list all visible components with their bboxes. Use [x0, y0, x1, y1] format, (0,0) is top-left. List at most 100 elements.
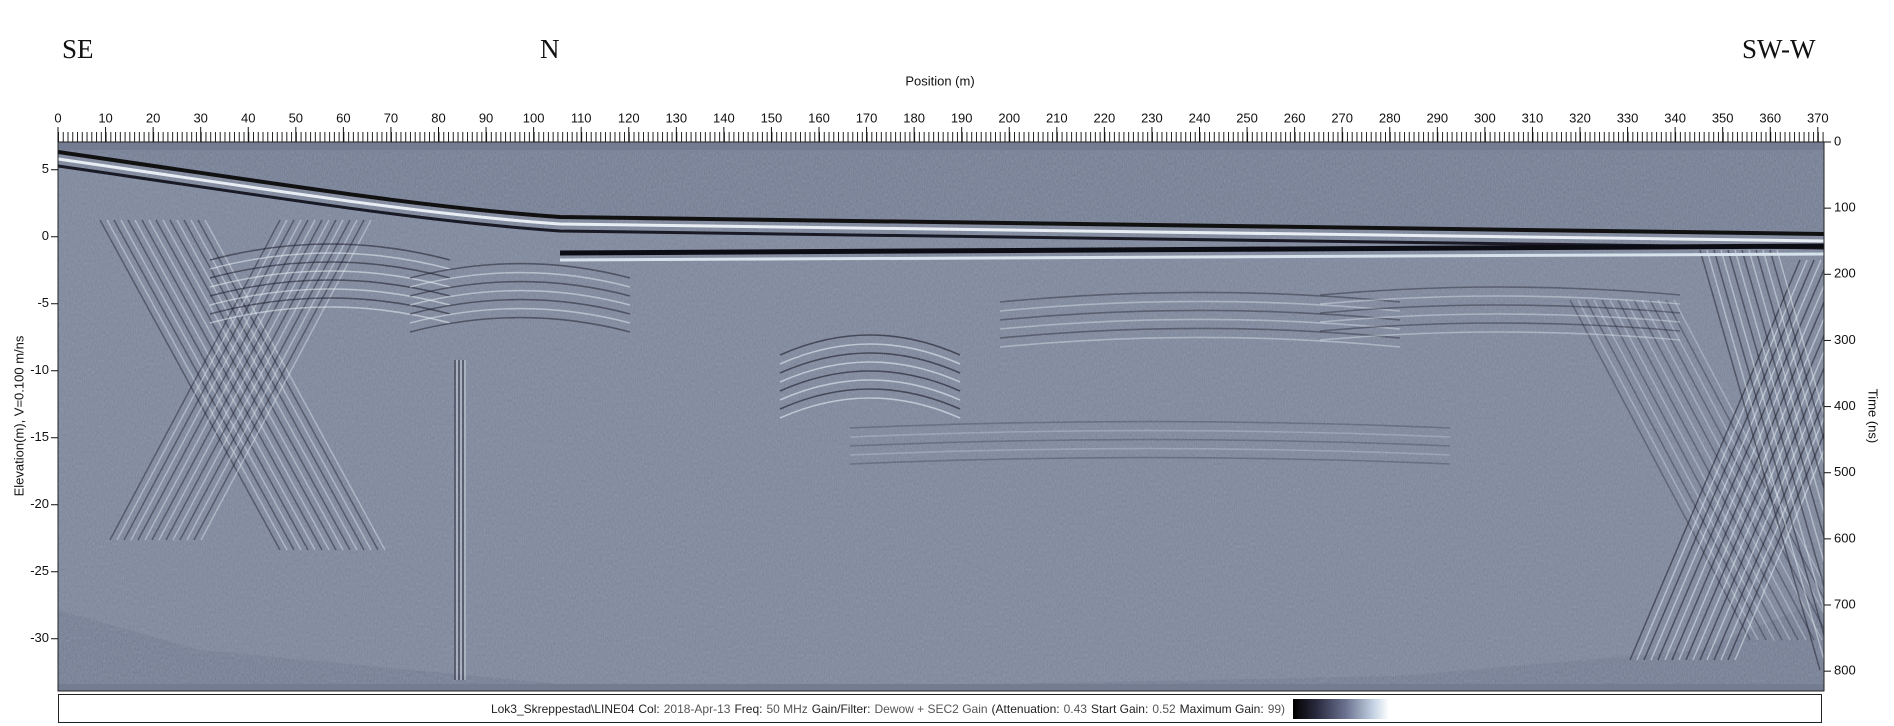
hyperbola [999, 300, 1401, 312]
diffraction [1755, 249, 1824, 491]
hyperbola [209, 279, 451, 297]
x-tick-label: 30 [193, 110, 207, 125]
diffraction [1734, 249, 1824, 565]
x-tick-label: 310 [1522, 110, 1544, 125]
diffraction [1748, 249, 1824, 516]
hyperbola [409, 289, 631, 306]
info-label: Col: [638, 701, 660, 716]
diffraction [169, 219, 351, 551]
x-tick-label: 140 [713, 110, 735, 125]
diffraction [1671, 300, 1824, 661]
diffraction [1727, 249, 1824, 589]
texture [58, 150, 1824, 684]
diffraction [141, 219, 323, 551]
diffraction [186, 219, 358, 541]
hyperbola [999, 327, 1401, 339]
y2-tick-label: 200 [1834, 266, 1856, 281]
hyperbola [209, 288, 451, 306]
x-axis-title: Position (m) [905, 73, 974, 88]
annotation: SW-W [1742, 34, 1816, 64]
x-tick-label: 290 [1426, 110, 1448, 125]
diffraction [204, 219, 386, 551]
hyperbola [779, 343, 961, 365]
y2-tick-label: 300 [1834, 332, 1856, 347]
y2-tick-label: 800 [1834, 663, 1856, 678]
diffraction [1649, 299, 1824, 631]
y-tick-label: 0 [42, 228, 49, 243]
diffraction [1720, 415, 1824, 661]
diffraction [106, 219, 288, 551]
diffraction [130, 219, 302, 541]
x-tick-label: 100 [523, 110, 545, 125]
x-tick-label: 350 [1712, 110, 1734, 125]
diffraction [1673, 299, 1824, 585]
hyperbola [849, 447, 1451, 456]
reflections [99, 219, 1824, 680]
hyperbola [779, 388, 961, 410]
annotation: N [540, 34, 560, 64]
x-tick-label: 200 [998, 110, 1020, 125]
diffraction [1727, 432, 1824, 661]
info-value: 0.43 [1063, 701, 1087, 716]
diffraction [176, 219, 358, 551]
hyperbola [409, 298, 631, 315]
hyperbola [409, 280, 631, 297]
hyperbola [779, 361, 961, 383]
info-label: Maximum Gain: [1179, 701, 1264, 716]
diffraction [1699, 366, 1824, 661]
diffraction [120, 219, 302, 551]
diffraction [155, 219, 337, 551]
info-label: (Attenuation: [991, 701, 1060, 716]
y-tick-label: -10 [30, 362, 49, 377]
reflector [559, 243, 1824, 256]
diffraction [1762, 249, 1824, 467]
info-label: Lok3_Skreppestad\LINE04 [490, 701, 635, 716]
info-value: 0.52 [1152, 701, 1176, 716]
hyperbola [409, 271, 631, 288]
y-tick-label: -15 [30, 429, 49, 444]
diffraction [165, 219, 337, 541]
hyperbola [409, 307, 631, 324]
x-tick-label: 40 [241, 110, 255, 125]
hyperbola [999, 309, 1401, 321]
annotation: SE [62, 34, 94, 64]
diffraction [1776, 249, 1824, 418]
x-tick-label: 180 [903, 110, 925, 125]
x-tick-label: 20 [146, 110, 160, 125]
x-tick-label: 300 [1474, 110, 1496, 125]
hyperbola [849, 456, 1451, 465]
diffraction [197, 219, 379, 551]
hyperbola [209, 243, 451, 261]
diffraction [1706, 249, 1824, 663]
hyperbola [779, 352, 961, 374]
diffraction [1699, 249, 1821, 671]
x-tick-label: 70 [384, 110, 398, 125]
info-label: Freq: [734, 701, 763, 716]
plot-frame [57, 141, 1825, 692]
hyperbola [779, 379, 961, 401]
x-tick-label: 190 [951, 110, 973, 125]
diffraction [1734, 448, 1824, 661]
x-tick-label: 280 [1379, 110, 1401, 125]
diffraction [1713, 249, 1824, 638]
y2-tick-label: 0 [1834, 133, 1841, 148]
x-tick-label: 130 [665, 110, 687, 125]
diffraction [109, 219, 281, 541]
radargram [58, 142, 1824, 691]
x-tick-label: 340 [1664, 110, 1686, 125]
diffraction [1577, 299, 1759, 641]
diffraction [1720, 249, 1824, 614]
x-tick-label: 230 [1141, 110, 1163, 125]
hyperbola [999, 318, 1401, 330]
x-tick-label: 370 [1807, 110, 1829, 125]
diffraction [1664, 283, 1824, 661]
surface-dark [58, 150, 1824, 236]
hyperbola [1319, 322, 1681, 332]
diffraction [179, 219, 351, 541]
x-tick-label: 160 [808, 110, 830, 125]
hyperbola [1319, 286, 1681, 296]
hyperbola [849, 420, 1451, 429]
diffraction [200, 219, 372, 541]
hyperbola [999, 291, 1401, 303]
hyperbola [779, 397, 961, 419]
